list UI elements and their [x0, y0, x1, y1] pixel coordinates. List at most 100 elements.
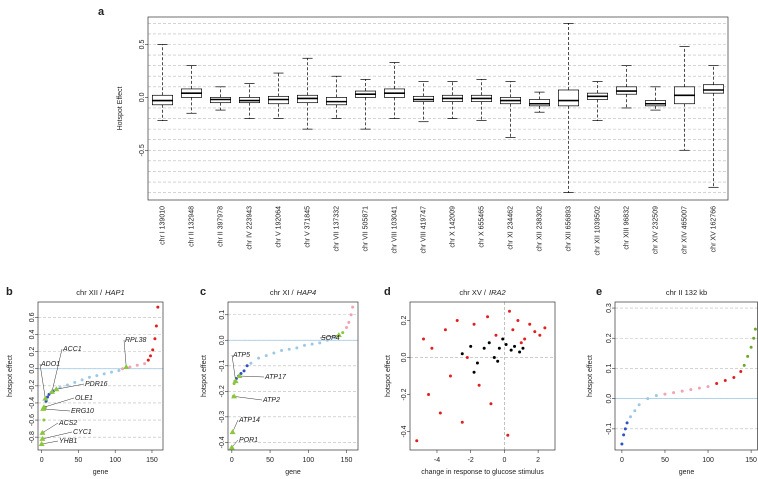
- annotation-pointer: [239, 375, 265, 378]
- x-tick-label: 50: [75, 457, 83, 464]
- x-tick-label: 0: [502, 457, 506, 464]
- point: [622, 433, 626, 437]
- annotation-label: ATP17: [264, 374, 287, 381]
- title-part: chr II 132 kb: [666, 288, 707, 297]
- annotation-marker: [40, 405, 47, 411]
- point: [706, 385, 710, 389]
- point: [543, 326, 547, 330]
- point: [438, 411, 442, 415]
- annotation-pointer: [51, 348, 63, 392]
- annotation-label: ACC1: [62, 346, 82, 353]
- point: [689, 388, 693, 392]
- point: [302, 343, 306, 347]
- panel-label: d: [384, 286, 391, 298]
- point: [528, 322, 532, 326]
- annotation-label: ATP14: [238, 417, 260, 424]
- y-tick-label: -0.2: [219, 385, 226, 397]
- point: [521, 346, 525, 350]
- box: [702, 84, 724, 94]
- y-tick-label: -0.5: [139, 144, 146, 156]
- annotation-label: ADO1: [40, 361, 60, 368]
- point: [739, 369, 743, 373]
- point: [102, 372, 106, 376]
- y-tick-label: 0.0: [219, 335, 226, 345]
- point: [672, 391, 676, 395]
- panel-title: chr XV / IRA2: [459, 288, 506, 297]
- annotation-marker: [231, 393, 238, 399]
- point: [516, 319, 520, 322]
- point: [519, 341, 523, 345]
- plot-frame: [227, 301, 359, 451]
- panel-label: b: [6, 286, 13, 298]
- point: [427, 393, 431, 396]
- point: [146, 358, 150, 362]
- point: [249, 361, 253, 365]
- point: [347, 320, 351, 324]
- point: [117, 368, 121, 372]
- x-tick-label: 0: [230, 457, 234, 464]
- y-tick-label: 0.1: [606, 363, 613, 373]
- x-tick-label: 50: [266, 457, 274, 464]
- panel-title: chr XII / HAP1: [76, 288, 124, 297]
- y-tick-label: 0.0: [29, 364, 36, 374]
- y-tick-label: 0.0: [401, 353, 408, 363]
- category-label: chr XIII 96832: [623, 206, 630, 250]
- annotation-label: RPL38: [125, 337, 147, 344]
- point: [110, 370, 114, 374]
- annotation-pointer: [319, 334, 339, 339]
- title-part: HAP4: [297, 288, 317, 297]
- x-tick-label: 150: [146, 457, 158, 464]
- category-label: chr VIII 419747: [420, 206, 427, 254]
- point: [153, 337, 157, 341]
- point: [310, 342, 314, 346]
- point: [654, 394, 658, 398]
- point: [746, 354, 750, 358]
- category-label: chr XIV 465007: [681, 206, 688, 254]
- y-tick-label: 0.2: [401, 316, 408, 326]
- point: [533, 330, 537, 334]
- x-tick-label: 150: [341, 457, 353, 464]
- point: [460, 352, 464, 356]
- point: [482, 346, 486, 350]
- point: [496, 359, 500, 363]
- annotation-marker: [42, 395, 49, 401]
- point: [87, 375, 91, 379]
- point: [753, 327, 757, 331]
- y-tick-label: 0.1: [219, 310, 226, 320]
- category-label: chr I 139010: [159, 206, 166, 245]
- point: [295, 346, 299, 350]
- point: [128, 365, 132, 369]
- annotation-label: POR1: [239, 437, 258, 444]
- title-part: chr XI /: [270, 288, 295, 297]
- point: [121, 367, 125, 371]
- point: [318, 341, 322, 345]
- y-tick-label: -0.6: [29, 414, 36, 426]
- point: [475, 361, 479, 365]
- point: [497, 346, 501, 350]
- point: [506, 433, 510, 437]
- y-tick-label: -0.1: [606, 423, 613, 435]
- category-label: chr II 132948: [188, 206, 195, 247]
- point: [135, 363, 139, 367]
- annotation-marker: [335, 332, 342, 338]
- point: [732, 376, 736, 380]
- annotation-marker: [228, 444, 235, 450]
- annotation-marker: [39, 429, 46, 435]
- annotation-pointer: [42, 431, 73, 440]
- category-label: chr VII 137332: [333, 206, 340, 252]
- point: [742, 363, 746, 367]
- point: [629, 415, 633, 419]
- point: [264, 354, 268, 358]
- point: [633, 409, 637, 413]
- category-label: chr XV 162766: [710, 206, 717, 252]
- point: [637, 403, 641, 407]
- category-label: chr XII 238302: [536, 206, 543, 252]
- point: [42, 418, 46, 422]
- annotation-marker: [38, 441, 45, 447]
- annotation-label: SOP4: [321, 335, 340, 342]
- panel-title: chr II 132 kb: [666, 288, 707, 297]
- y-tick-label: 0.4: [29, 330, 36, 340]
- y-axis-label: hotspot effect: [385, 355, 392, 397]
- x-axis-label: gene: [93, 469, 109, 476]
